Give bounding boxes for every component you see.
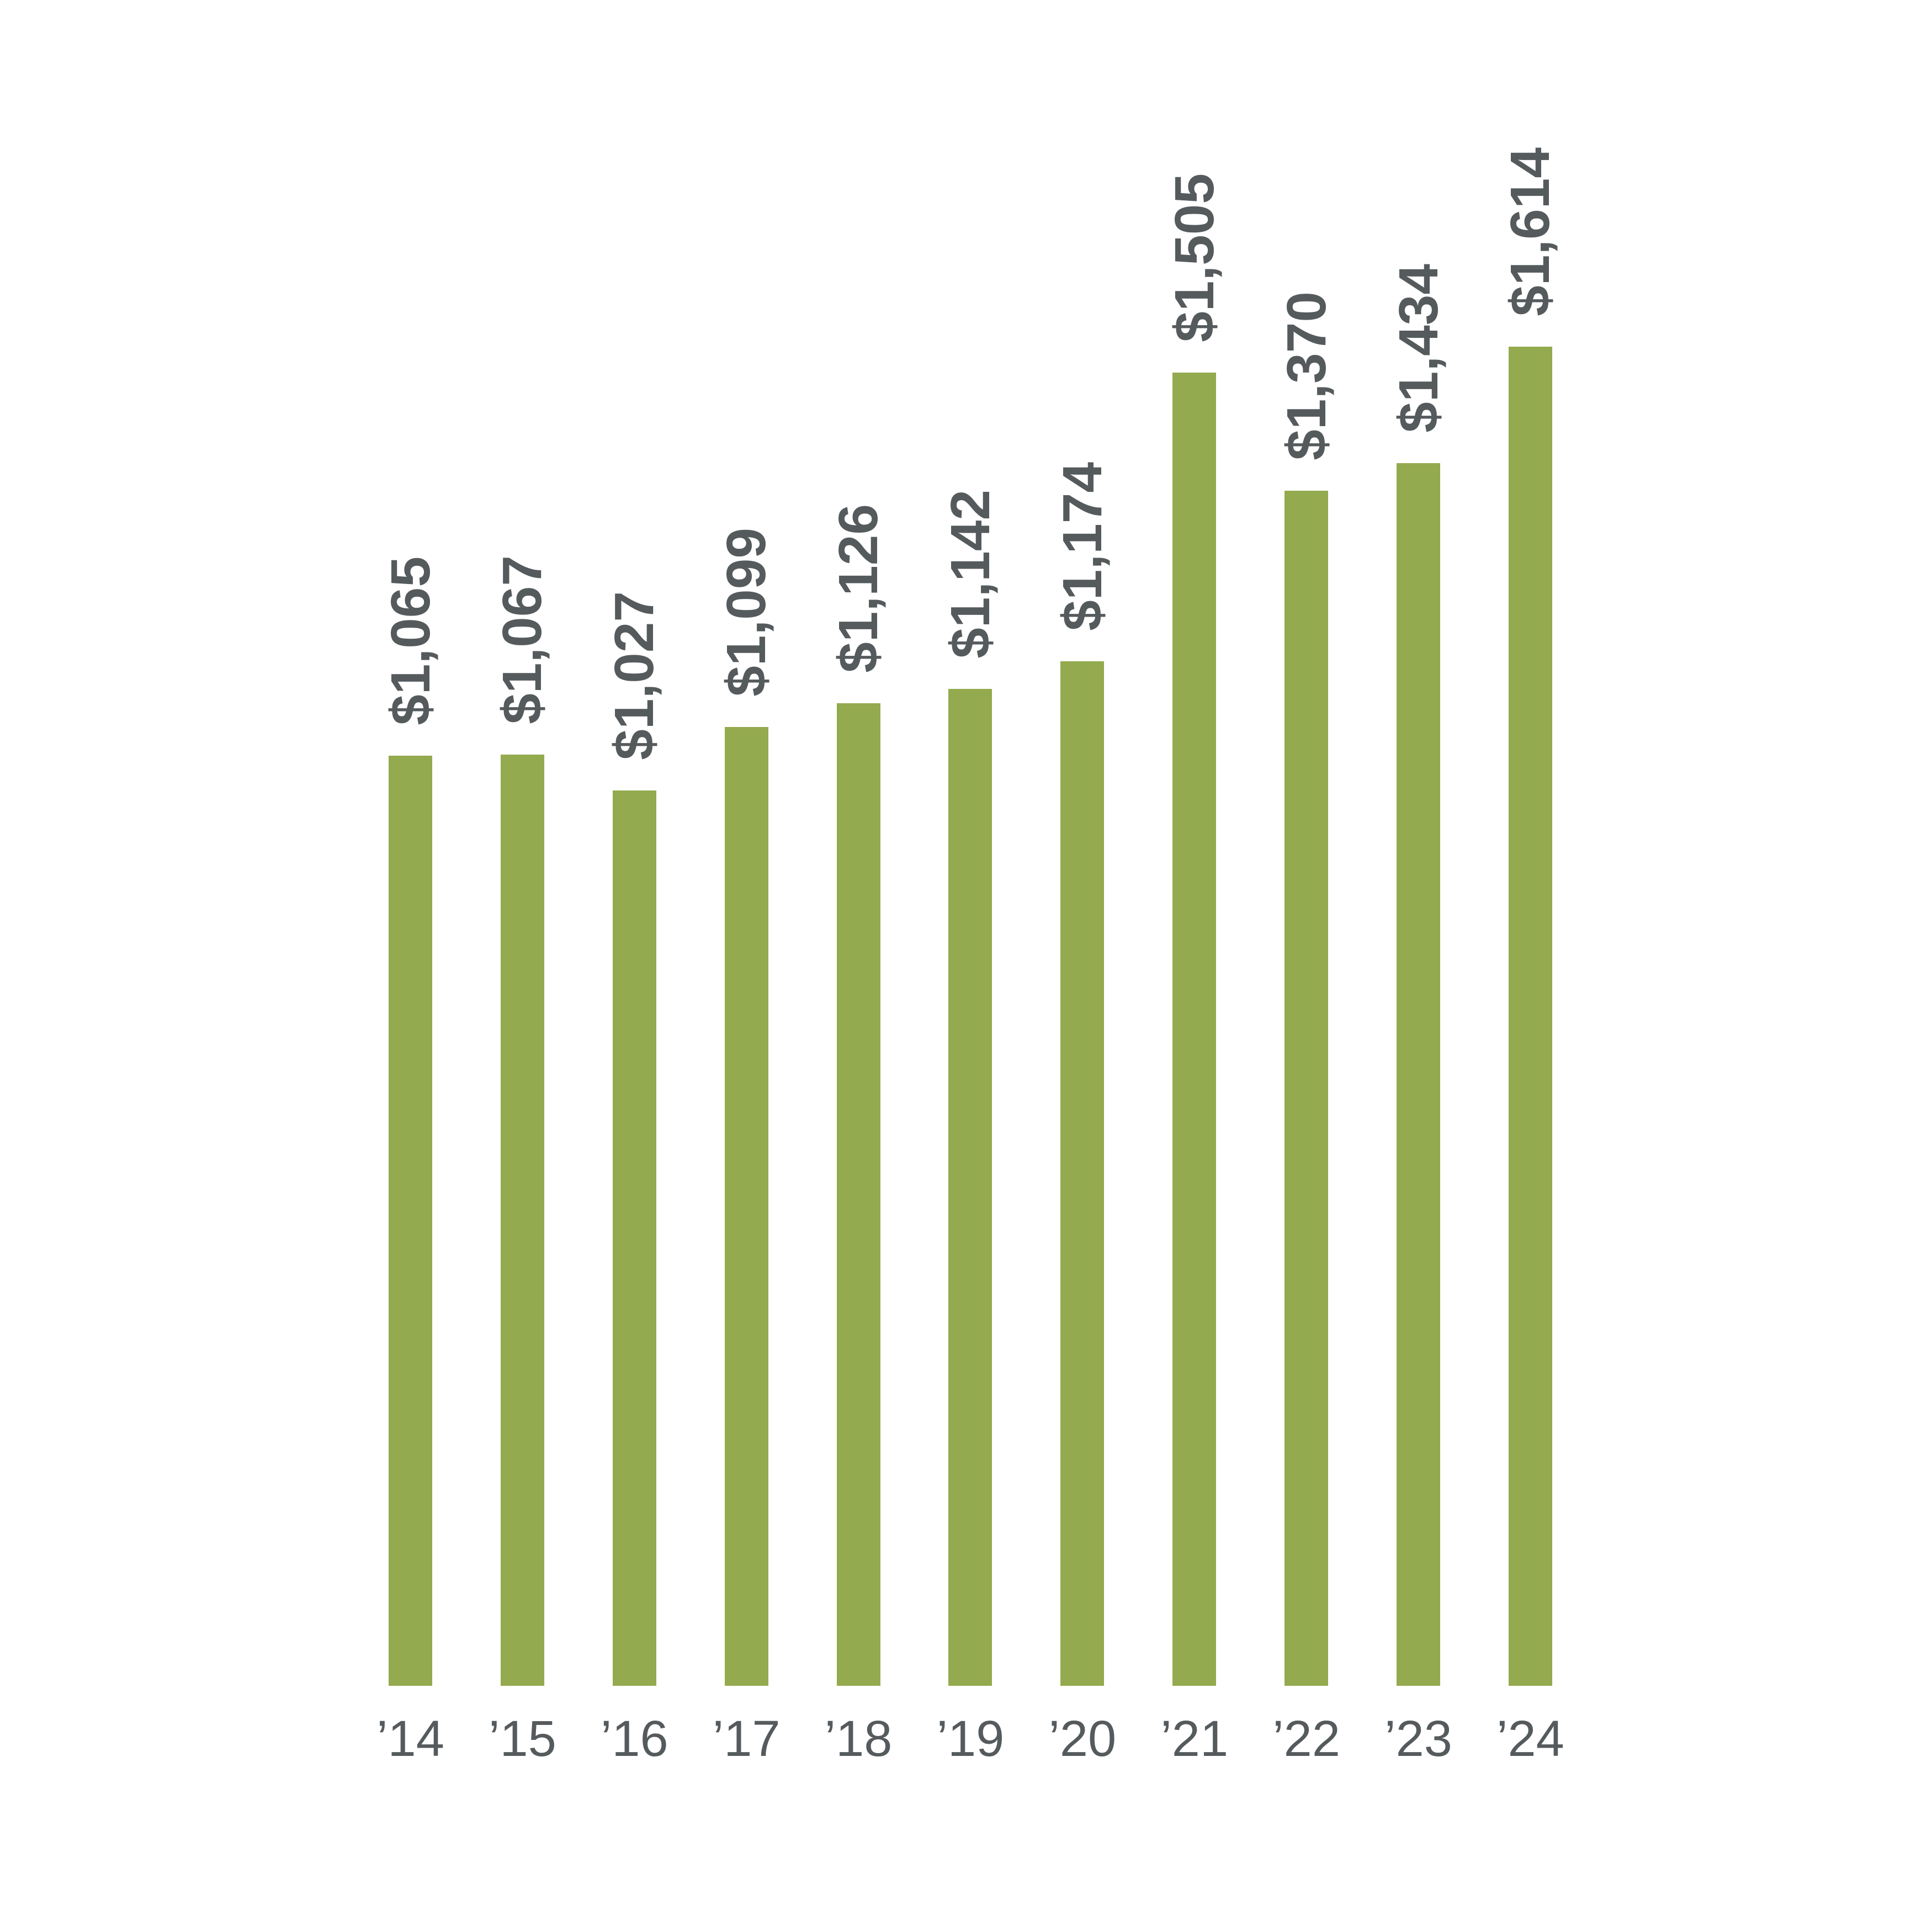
x-axis-label: ’15 [489, 1711, 556, 1767]
bar [1285, 491, 1329, 1686]
x-axis-label: ’17 [712, 1711, 781, 1767]
bar-group: $1,142 [940, 490, 1001, 1686]
x-axis: ’14 ’15 ’16 ’17 ’18 ’19 ’20 ’21 ’22 ’23 ’24 [376, 1713, 1564, 1764]
bar [389, 756, 432, 1686]
bar-group: $1,065 [380, 556, 442, 1686]
bar-group: $1,099 [715, 528, 777, 1686]
x-axis-label: ’20 [1048, 1711, 1117, 1767]
value-label: $1,065 [379, 556, 442, 725]
bar [1060, 661, 1105, 1686]
x-axis-tick: ’16 [601, 1713, 668, 1764]
bar [724, 727, 768, 1686]
value-label: $1,505 [1163, 173, 1225, 342]
x-axis-label: ’14 [376, 1711, 444, 1767]
x-axis-tick: ’14 [376, 1713, 444, 1764]
bar-group: $1,027 [603, 591, 665, 1686]
value-label: $1,027 [603, 591, 666, 760]
x-axis-label: ’19 [936, 1711, 1005, 1767]
bar-group: $1,174 [1052, 462, 1113, 1686]
bar-group: $1,067 [491, 555, 553, 1686]
value-label: $1,434 [1387, 264, 1450, 433]
value-label: $1,142 [939, 490, 1001, 659]
x-axis-label: ’23 [1384, 1711, 1452, 1767]
value-label: $1,614 [1499, 147, 1562, 316]
bar [1172, 373, 1217, 1686]
bar [612, 790, 656, 1686]
x-axis-tick: ’15 [489, 1713, 556, 1764]
bar-group: $1,614 [1499, 147, 1561, 1686]
bar-chart-plot-area: $1,065 $1,067 $1,027 $1,099 $1,126 $1,142 $1,1… [380, 147, 1561, 1686]
bar [1397, 463, 1441, 1686]
bar [1508, 347, 1552, 1686]
bar [836, 703, 880, 1686]
bar [948, 689, 992, 1686]
value-label: $1,174 [1051, 462, 1113, 631]
bar-group: $1,370 [1276, 291, 1337, 1686]
x-axis-tick: ’19 [937, 1713, 1005, 1764]
bar-group: $1,505 [1164, 173, 1225, 1686]
x-axis-label: ’22 [1272, 1711, 1341, 1767]
value-label: $1,067 [491, 555, 554, 724]
x-axis-tick: ’22 [1272, 1713, 1340, 1764]
x-axis-label: ’16 [600, 1711, 668, 1767]
bar-group: $1,126 [827, 504, 889, 1686]
x-axis-label: ’24 [1496, 1711, 1564, 1767]
value-label: $1,370 [1275, 291, 1337, 460]
x-axis-tick: ’24 [1496, 1713, 1564, 1764]
bar [500, 755, 544, 1686]
x-axis-label: ’21 [1160, 1711, 1229, 1767]
x-axis-tick: ’23 [1384, 1713, 1452, 1764]
value-label: $1,126 [827, 504, 890, 673]
x-axis-tick: ’20 [1048, 1713, 1116, 1764]
bar-group: $1,434 [1388, 264, 1450, 1686]
value-label: $1,099 [715, 528, 778, 697]
x-axis-tick: ’17 [713, 1713, 781, 1764]
x-axis-tick: ’18 [825, 1713, 893, 1764]
x-axis-label: ’18 [824, 1711, 893, 1767]
x-axis-tick: ’21 [1160, 1713, 1228, 1764]
